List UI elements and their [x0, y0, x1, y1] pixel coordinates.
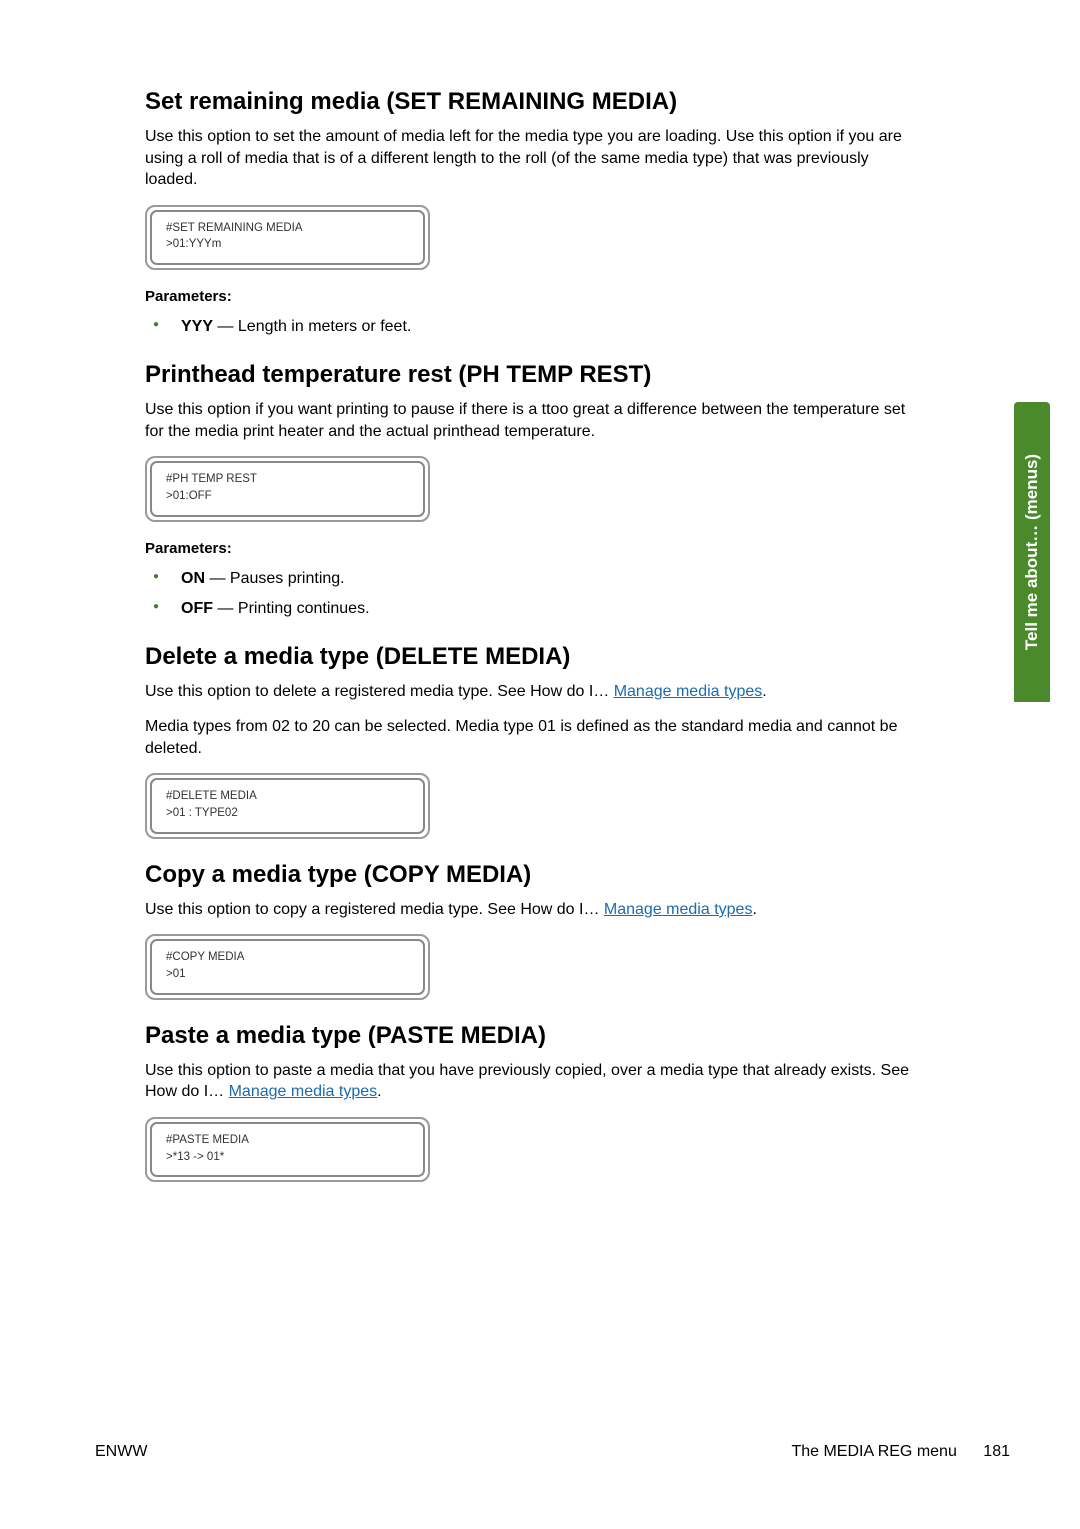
lcd-line: #SET REMAINING MEDIA	[166, 220, 409, 237]
lcd-set-remaining: #SET REMAINING MEDIA >01:YYYm	[145, 205, 925, 270]
section-ph-temp: Printhead temperature rest (PH TEMP REST…	[145, 361, 925, 621]
param-item: YYY — Length in meters or feet.	[145, 315, 925, 339]
lcd-ph-temp: #PH TEMP REST >01:OFF	[145, 456, 925, 521]
lcd-line: >01 : TYPE02	[166, 805, 409, 822]
params-list: ON — Pauses printing. OFF — Printing con…	[145, 567, 925, 621]
body-copy-media: Use this option to copy a registered med…	[145, 899, 925, 921]
section-paste-media: Paste a media type (PASTE MEDIA) Use thi…	[145, 1022, 925, 1183]
link-manage-media-types[interactable]: Manage media types	[614, 683, 763, 700]
lcd-line: >01:OFF	[166, 488, 409, 505]
section-delete-media: Delete a media type (DELETE MEDIA) Use t…	[145, 643, 925, 839]
body-ph-temp: Use this option if you want printing to …	[145, 399, 925, 442]
param-item: OFF — Printing continues.	[145, 597, 925, 621]
footer-section-title: The MEDIA REG menu	[791, 1443, 956, 1460]
heading-delete-media: Delete a media type (DELETE MEDIA)	[145, 643, 925, 671]
heading-copy-media: Copy a media type (COPY MEDIA)	[145, 861, 925, 889]
heading-paste-media: Paste a media type (PASTE MEDIA)	[145, 1022, 925, 1050]
footer-page-number: 181	[983, 1443, 1010, 1460]
main-content: Set remaining media (SET REMAINING MEDIA…	[145, 88, 925, 1196]
lcd-line: >01:YYYm	[166, 236, 409, 253]
body-delete-media: Use this option to delete a registered m…	[145, 681, 925, 703]
link-manage-media-types[interactable]: Manage media types	[604, 901, 753, 918]
params-label: Parameters:	[145, 288, 925, 305]
lcd-line: >*13 -> 01*	[166, 1149, 409, 1166]
link-manage-media-types[interactable]: Manage media types	[229, 1083, 378, 1100]
heading-set-remaining: Set remaining media (SET REMAINING MEDIA…	[145, 88, 925, 116]
lcd-line: >01	[166, 966, 409, 983]
lcd-line: #COPY MEDIA	[166, 949, 409, 966]
section-copy-media: Copy a media type (COPY MEDIA) Use this …	[145, 861, 925, 1000]
lcd-paste-media: #PASTE MEDIA >*13 -> 01*	[145, 1117, 925, 1182]
lcd-line: #DELETE MEDIA	[166, 788, 409, 805]
footer-right: The MEDIA REG menu 181	[791, 1443, 1010, 1461]
page: Tell me about… (menus) Set remaining med…	[0, 0, 1080, 1529]
section-set-remaining: Set remaining media (SET REMAINING MEDIA…	[145, 88, 925, 339]
lcd-line: #PH TEMP REST	[166, 471, 409, 488]
lcd-copy-media: #COPY MEDIA >01	[145, 934, 925, 999]
body-set-remaining: Use this option to set the amount of med…	[145, 126, 925, 191]
side-tab-label: Tell me about… (menus)	[1022, 454, 1042, 650]
side-tab: Tell me about… (menus)	[1014, 402, 1050, 702]
params-label: Parameters:	[145, 540, 925, 557]
footer: ENWW The MEDIA REG menu 181	[95, 1443, 1010, 1461]
body-paste-media: Use this option to paste a media that yo…	[145, 1060, 925, 1103]
param-item: ON — Pauses printing.	[145, 567, 925, 591]
heading-ph-temp: Printhead temperature rest (PH TEMP REST…	[145, 361, 925, 389]
body-delete-media-2: Media types from 02 to 20 can be selecte…	[145, 716, 925, 759]
lcd-line: #PASTE MEDIA	[166, 1132, 409, 1149]
lcd-delete-media: #DELETE MEDIA >01 : TYPE02	[145, 773, 925, 838]
footer-left: ENWW	[95, 1443, 147, 1461]
params-list: YYY — Length in meters or feet.	[145, 315, 925, 339]
